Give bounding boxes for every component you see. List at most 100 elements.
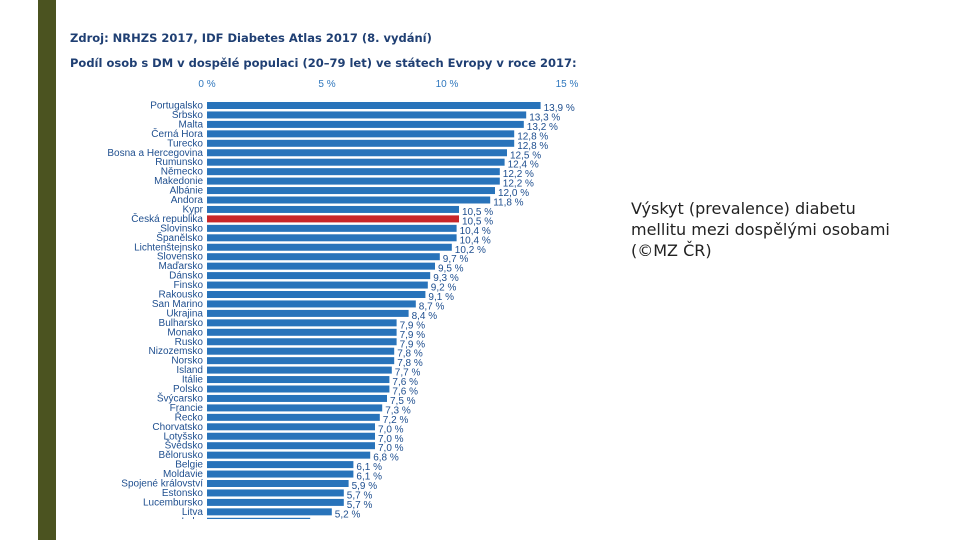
- value-label: 12,2 %: [503, 169, 534, 180]
- category-label: Andora: [171, 195, 204, 206]
- category-label: Litva: [182, 507, 204, 518]
- category-label: Malta: [179, 119, 204, 130]
- value-label: 7,9 %: [400, 330, 426, 341]
- value-label: 5,7 %: [347, 490, 373, 501]
- bar: [207, 319, 397, 327]
- value-label: 7,8 %: [397, 358, 423, 369]
- bar: [207, 168, 500, 176]
- bar: [207, 177, 500, 185]
- category-label: Francie: [170, 403, 204, 414]
- category-label: Moldavie: [163, 469, 203, 480]
- category-label: Bělorusko: [159, 450, 204, 461]
- bar: [207, 413, 380, 421]
- accent-bar: [38, 0, 56, 540]
- bar: [207, 187, 495, 195]
- value-label: 11,8 %: [493, 198, 523, 209]
- category-label: Švýcarsko: [157, 391, 204, 404]
- x-tick-label: 10 %: [436, 79, 459, 90]
- x-tick-label: 0 %: [198, 79, 215, 90]
- bar: [207, 517, 311, 519]
- value-label: 9,1 %: [428, 292, 454, 303]
- category-label: Irsko: [181, 516, 203, 519]
- bar: [207, 102, 541, 109]
- bar: [207, 111, 527, 119]
- value-label: 6,1 %: [356, 462, 382, 473]
- x-tick-label: 5 %: [318, 79, 335, 90]
- category-label: Německo: [161, 167, 204, 178]
- chart-figure: Zdroj: NRHZS 2017, IDF Diabetes Atlas 20…: [66, 28, 616, 519]
- slide-caption: Výskyt (prevalence) diabetu mellitu mezi…: [631, 199, 890, 260]
- value-label: 9,5 %: [438, 264, 464, 275]
- value-label: 5,2 %: [335, 509, 361, 519]
- value-label: 12,8 %: [517, 131, 548, 142]
- bar: [207, 262, 435, 270]
- category-label: Norsko: [171, 356, 203, 367]
- category-label: Maďarsko: [159, 261, 204, 272]
- bar: [207, 394, 387, 402]
- bar: [207, 158, 505, 166]
- value-label: 12,4 %: [508, 160, 539, 171]
- bar: [207, 120, 524, 128]
- value-label: 7,6 %: [392, 387, 418, 398]
- bar: [207, 130, 515, 138]
- value-label: 12,0 %: [498, 188, 529, 199]
- value-label: 7,5 %: [390, 396, 416, 407]
- bar: [207, 281, 428, 289]
- bar: [207, 338, 397, 346]
- category-label: Řecko: [175, 410, 204, 423]
- category-label: Itálie: [182, 375, 204, 386]
- category-label: Spojené království: [121, 479, 203, 490]
- value-label: 9,7 %: [443, 254, 469, 265]
- category-label: Česká republika: [131, 212, 203, 225]
- category-label: Makedonie: [154, 176, 203, 187]
- bar: [207, 328, 397, 336]
- bar: [207, 461, 354, 469]
- category-label: Dánsko: [169, 271, 203, 282]
- value-label: 9,3 %: [433, 273, 459, 284]
- value-label: 8,7 %: [419, 301, 445, 312]
- value-label: 6,8 %: [373, 453, 399, 464]
- value-label: 7,2 %: [383, 415, 409, 426]
- value-label: 7,6 %: [392, 377, 418, 388]
- bar: [207, 376, 390, 384]
- category-label: Bulharsko: [159, 318, 204, 329]
- value-label: 6,1 %: [356, 472, 382, 483]
- bar: [207, 149, 507, 157]
- bar: [207, 357, 395, 365]
- value-label: 7,9 %: [400, 339, 426, 350]
- category-label: Slovinsko: [160, 223, 203, 234]
- bar: [207, 470, 354, 478]
- bar: [207, 139, 515, 147]
- bar: [207, 215, 459, 223]
- category-label: Lucembursko: [143, 497, 203, 508]
- category-label: Rumunsko: [155, 157, 203, 168]
- bar: [207, 432, 375, 440]
- value-label: 5,7 %: [347, 500, 373, 511]
- category-label: Monako: [167, 327, 203, 338]
- category-label: Portugalsko: [150, 101, 203, 112]
- bar: [207, 508, 332, 516]
- value-label: 7,0 %: [378, 424, 404, 435]
- value-label: 10,5 %: [462, 216, 493, 227]
- chart-title: Podíl osob s DM v dospělé populaci (20–7…: [70, 56, 577, 70]
- bar-chart: Zdroj: NRHZS 2017, IDF Diabetes Atlas 20…: [70, 31, 579, 519]
- category-label: Albánie: [170, 186, 204, 197]
- category-label: Finsko: [174, 280, 204, 291]
- value-label: 7,0 %: [378, 434, 404, 445]
- category-label: Belgie: [175, 460, 203, 471]
- bar: [207, 442, 375, 450]
- value-label: 13,2 %: [527, 122, 558, 133]
- bar: [207, 366, 392, 374]
- category-label: Slovensko: [157, 252, 204, 263]
- category-label: Rusko: [175, 337, 204, 348]
- bar: [207, 234, 457, 242]
- bar: [207, 347, 395, 355]
- bar: [207, 224, 457, 232]
- category-label: Chorvatsko: [152, 422, 203, 433]
- value-label: 9,2 %: [431, 283, 457, 294]
- category-label: Španělsko: [156, 231, 203, 244]
- bar: [207, 451, 371, 459]
- value-label: 7,0 %: [378, 443, 404, 454]
- bar: [207, 205, 459, 213]
- value-label: 7,8 %: [397, 349, 423, 360]
